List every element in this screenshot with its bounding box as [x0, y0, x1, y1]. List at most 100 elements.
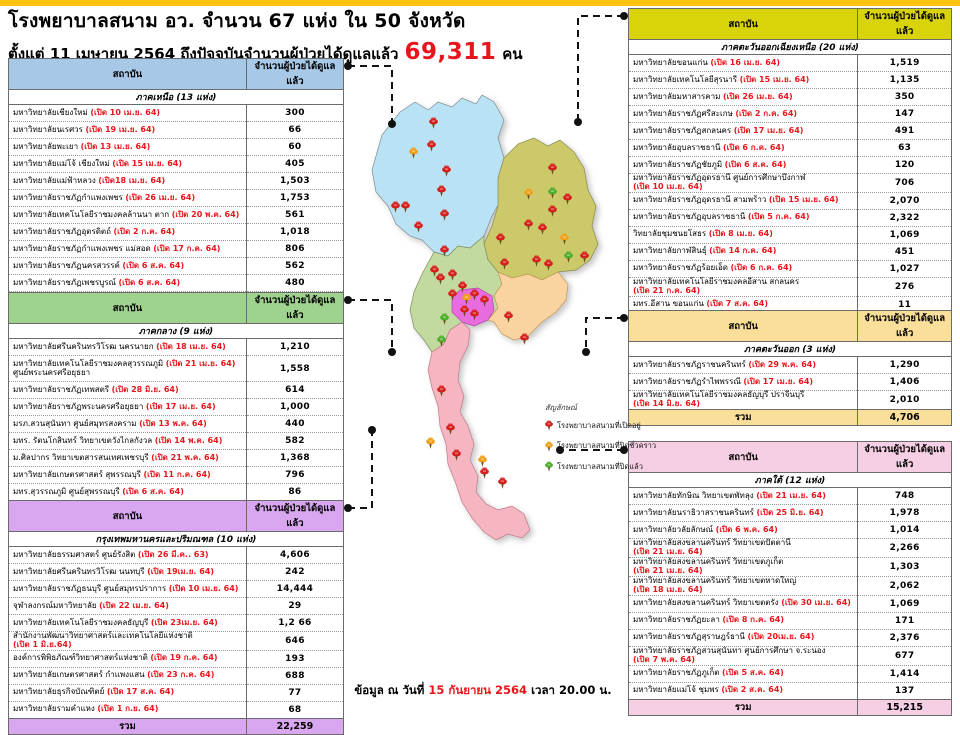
institution-name: มหาวิทยาลัยขอนแก่น (เปิด 16 เม.ย. 64) [627, 54, 859, 72]
table-row: มหาวิทยาลัยเทคโนโลยีราชมงคลล้านนา ตาก (เ… [8, 206, 345, 224]
institution-name: มหาวิทยาลัยธรรมศาสตร์ ศูนย์รังสิต (เปิด … [8, 546, 247, 564]
map-pin-open [538, 220, 547, 235]
map-pin-done [548, 184, 557, 199]
patient-count: 120 [857, 156, 952, 174]
map-region-northeast [483, 137, 599, 281]
institution-name: มหาวิทยาลัยอุบลราชธานี (เปิด 6 ก.ค. 64) [627, 139, 859, 157]
map-pin-closed [478, 452, 487, 467]
patient-count: 29 [245, 597, 345, 615]
table-row: มหาวิทยาลัยเชียงใหม่ (เปิด 10 เม.ย. 64) 3… [8, 104, 345, 122]
map-pin-closed [560, 230, 569, 245]
map-pin-open [496, 230, 505, 245]
table-row: มหาวิทยาลัยแม่โจ้ เชียงใหม่ (เปิด 15 เม.… [8, 155, 345, 173]
institution-name: มหาวิทยาลัยราชภัฏร้อยเอ็ด (เปิด 6 ก.ค. 6… [627, 259, 859, 278]
table-row: มหาวิทยาลัยราชภัฏร้อยเอ็ด (เปิด 6 ก.ค. 6… [627, 259, 952, 278]
region-subtitle-row: ภาคตะวันออก (3 แห่ง) [628, 341, 952, 357]
institution-name: มหาวิทยาลัยแม่ฟ้าหลวง (เปิด18 เม.ย. 64) [8, 172, 247, 190]
table-row: มหาวิทยาลัยพะเยา (เปิด 13 เม.ย. 64) 60 [8, 138, 345, 156]
institution-name: มหาวิทยาลัยราชภัฏอุดรธานี ศูนย์การศึกษาบ… [627, 173, 859, 193]
table-row: มหาวิทยาลัยนเรศวร (เปิด 19 เม.ย. 64) 66 [8, 121, 345, 139]
table-northeast: สถาบัน จำนวนผู้ป่วยได้ดูแลแล้ว ภาคตะวันออก… [627, 8, 952, 330]
map-pin-open [504, 308, 513, 323]
institution-name: มหาวิทยาลัยสงขลานครินทร์ วิทยาเขตหาดใหญ่… [627, 575, 859, 596]
table-row: มหาวิทยาลัยราชภัฏภูเก็ต (เปิด 5 ส.ค. 64)… [627, 664, 952, 683]
table-row: มหาวิทยาลัยมหาสารคาม (เปิด 26 เม.ย. 64) 3… [627, 88, 952, 106]
table-row: ม.ศิลปากร วิทยาเขตสารสนเทศเพชรบุรี (เปิด… [8, 449, 345, 467]
footer-prefix: ข้อมูล ณ วันที่ [354, 683, 425, 697]
institution-name: มหาวิทยาลัยทักษิณ วิทยาเขตพัทลุง (เปิด 2… [627, 487, 859, 505]
institution-name: มหาวิทยาลัยเทคโนโลยีราชมงคลอีสาน สกลนคร … [627, 276, 859, 297]
patient-count: 171 [857, 611, 952, 630]
total-patients-value: 69,311 [404, 39, 497, 65]
table-row: มหาวิทยาลัยราชภัฏเทพสตรี (เปิด 28 มิ.ย. … [8, 381, 345, 399]
map-pin-open [563, 190, 572, 205]
map-pin-closed [524, 185, 533, 200]
institution-name: มหาวิทยาลัยราชภัฏอุบลราชธานี (เปิด 5 ก.ค… [627, 208, 859, 227]
institution-name: มหาวิทยาลัยเกษตรศาสตร์ กำแพงแสน (เปิด 23… [8, 666, 247, 685]
thailand-map: สัญลักษณ์ โรงพยาบาลสนามที่เปิดอยู่ โรงพย… [352, 40, 656, 680]
institution-name: มรภ.สวนสุนันทา ศูนย์สมุทรสงคราม (เปิด 13… [8, 415, 247, 433]
patient-count: 137 [857, 681, 952, 700]
col-patients: จำนวนผู้ป่วยได้ดูแลแล้ว [245, 500, 345, 532]
patient-count: 1,2 66 [245, 614, 345, 632]
map-pin-open [414, 218, 423, 233]
patient-count: 1,069 [857, 225, 952, 244]
patient-count: 14,444 [245, 580, 345, 598]
map-region-east [487, 271, 569, 341]
map-pin-open [470, 286, 479, 301]
institution-name: มหาวิทยาลัยราชภัฏสุราษฎร์ธานี (เปิด 20เม… [627, 628, 859, 647]
patient-count: 1,210 [245, 338, 345, 356]
table-south: สถาบัน จำนวนผู้ป่วยได้ดูแลแล้ว ภาคใต้ (12 … [627, 441, 952, 716]
table-row: มหาวิทยาลัยทักษิณ วิทยาเขตพัทลุง (เปิด 2… [627, 487, 952, 505]
patient-count: 561 [245, 206, 345, 224]
table-row: มหาวิทยาลัยธุรกิจบัณฑิตย์ (เปิด 17 ส.ค. … [8, 683, 345, 702]
map-pin-open [500, 255, 509, 270]
table-header-row: สถาบัน จำนวนผู้ป่วยได้ดูแลแล้ว [627, 8, 952, 40]
region-subtitle: ภาคเหนือ (13 แห่ง) [8, 89, 344, 105]
patient-count: 60 [245, 138, 345, 156]
table-row: มหาวิทยาลัยนราธิวาสราชนครินทร์ (เปิด 25 … [627, 504, 952, 522]
patient-count: 582 [245, 432, 345, 450]
patient-count: 2,322 [857, 208, 952, 227]
table-row: มหาวิทยาลัยราชภัฏชัยภูมิ (เปิด 6 ส.ค. 64… [627, 156, 952, 174]
table-row: มหาวิทยาลัยเทคโนโลยีราชมงคลสุวรรณภูมิ (เ… [8, 355, 345, 382]
subtitle-suffix: คน [502, 45, 523, 63]
patient-count: 1,519 [857, 54, 952, 72]
patient-count: 68 [245, 700, 345, 719]
table-row: มหาวิทยาลัยเทคโนโลยีสุรนารี (เปิด 15 เม.… [627, 71, 952, 89]
table-row: มหาวิทยาลัยราชภัฏนครสวรรค์ (เปิด 6 ส.ค. … [8, 257, 345, 275]
institution-name: มหาวิทยาลัยวลัยลักษณ์ (เปิด 6 พ.ค. 64) [627, 521, 859, 539]
table-row: มหาวิทยาลัยวลัยลักษณ์ (เปิด 6 พ.ค. 64) 1,… [627, 521, 952, 539]
data-timestamp: ข้อมูล ณ วันที่ 15 กันยายน 2564 เวลา 20.… [352, 682, 614, 700]
table-header-row: สถาบัน จำนวนผู้ป่วยได้ดูแลแล้ว [627, 310, 952, 342]
map-pin-open [446, 420, 455, 435]
institution-name: มหาวิทยาลัยเชียงใหม่ (เปิด 10 เม.ย. 64) [8, 104, 247, 122]
map-pin-open [480, 464, 489, 479]
sum-value: 22,259 [245, 717, 345, 735]
table-row: มหาวิทยาลัยขอนแก่น (เปิด 16 เม.ย. 64) 1,5… [627, 54, 952, 72]
map-pin-open [401, 198, 410, 213]
patient-count: 2,062 [857, 575, 952, 596]
region-subtitle: ภาคกลาง (9 แห่ง) [8, 323, 344, 339]
institution-name: มหาวิทยาลัยราชภัฏรำไพพรรณี (เปิด 17 เม.ย… [627, 373, 859, 391]
region-subtitle: กรุงเทพมหานครและปริมณฑล (10 แห่ง) [8, 531, 344, 547]
patient-count: 688 [245, 666, 345, 685]
region-subtitle-row: กรุงเทพมหานครและปริมณฑล (10 แห่ง) [8, 531, 344, 547]
patient-count: 276 [857, 276, 952, 297]
table-bangkok: สถาบัน จำนวนผู้ป่วยได้ดูแลแล้ว กรุงเทพมหาน… [8, 500, 345, 735]
pin-open-icon [545, 416, 553, 435]
map-pin-open [470, 306, 479, 321]
map-pin-open [442, 162, 451, 177]
legend-label: โรงพยาบาลสนามที่ปิดชั่วคราว [557, 441, 657, 450]
map-pin-open [532, 252, 541, 267]
map-pin-open [452, 446, 461, 461]
table-central: สถาบัน จำนวนผู้ป่วยได้ดูแลแล้ว ภาคกลาง (9 … [8, 292, 345, 517]
sum-value: 15,215 [857, 698, 952, 716]
institution-name: มหาวิทยาลัยราชภัฏสวนสุนันทา ศูนย์การศึกษ… [627, 645, 859, 666]
patient-count: 1,290 [857, 356, 952, 374]
map-pin-open [448, 266, 457, 281]
patient-count: 4,606 [245, 546, 345, 564]
patient-count: 350 [857, 88, 952, 106]
table-row: มหาวิทยาลัยแม่ฟ้าหลวง (เปิด18 เม.ย. 64) 1… [8, 172, 345, 190]
map-pin-open [440, 242, 449, 257]
